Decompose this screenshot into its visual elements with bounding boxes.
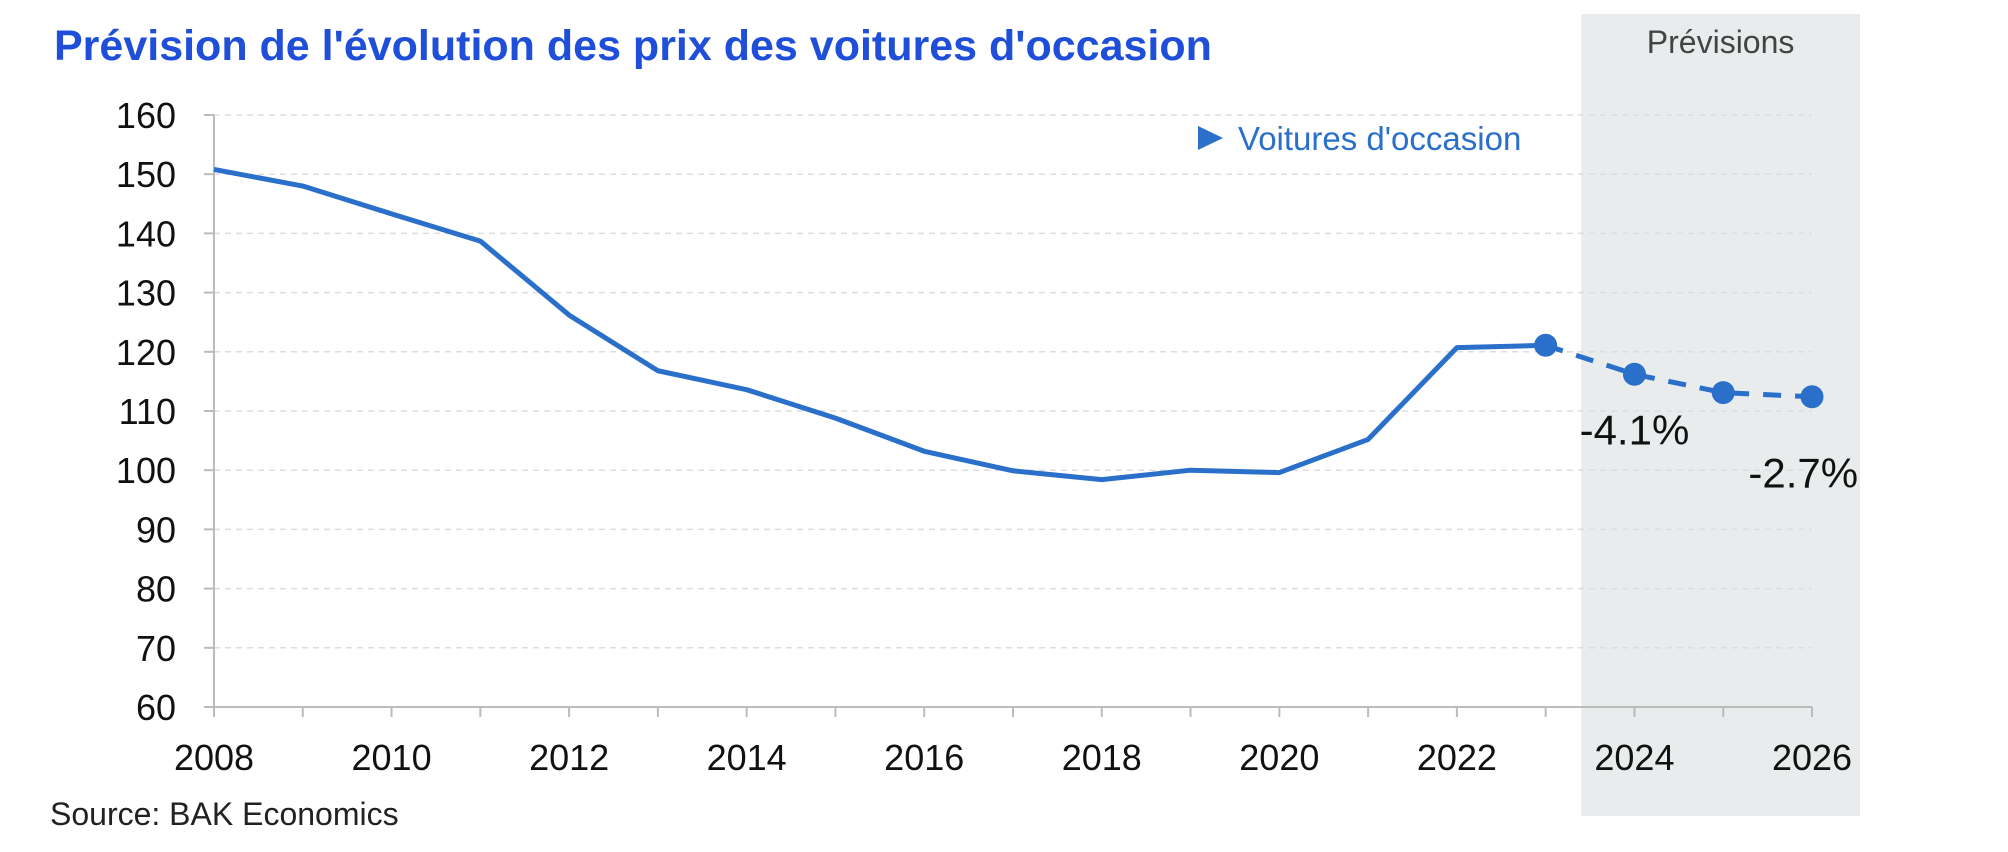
x-tick-label: 2010 [352,737,432,778]
y-tick-label: 100 [116,450,176,491]
x-tick-label: 2016 [884,737,964,778]
series-line-historical [213,167,1546,483]
forecast-label: Prévisions [1647,24,1795,60]
x-tick-label: 2020 [1239,737,1319,778]
series-line-forecast [1544,342,1813,400]
x-tick-label: 2008 [174,737,254,778]
chart-title: Prévision de l'évolution des prix des vo… [54,22,1212,70]
x-tick-label: 2022 [1417,737,1497,778]
x-tick-label: 2012 [529,737,609,778]
y-tick-label: 70 [136,628,176,669]
y-tick-label: 120 [116,332,176,373]
y-tick-label: 80 [136,569,176,610]
x-tick-label: 2018 [1062,737,1142,778]
forecast-point [1622,362,1646,386]
forecast-band [1581,14,1860,816]
y-tick-label: 160 [116,95,176,136]
forecast-point [1711,381,1735,405]
y-tick-label: 150 [116,154,176,195]
y-tick-label: 60 [136,687,176,728]
y-tick-label: 130 [116,273,176,314]
annotation-label: -2.7% [1748,450,1858,497]
x-tick-label: 2024 [1594,737,1674,778]
y-tick-label: 90 [136,509,176,550]
y-tick-label: 110 [119,391,176,432]
legend-label: Voitures d'occasion [1238,120,1521,157]
source-note: Source: BAK Economics [50,796,399,832]
x-tick-label: 2026 [1772,737,1852,778]
y-tick-label: 140 [116,213,176,254]
annotation-label: -4.1% [1580,406,1690,453]
legend-marker [1198,126,1223,150]
forecast-point [1534,333,1558,357]
forecast-point [1800,385,1824,409]
x-tick-label: 2014 [707,737,787,778]
